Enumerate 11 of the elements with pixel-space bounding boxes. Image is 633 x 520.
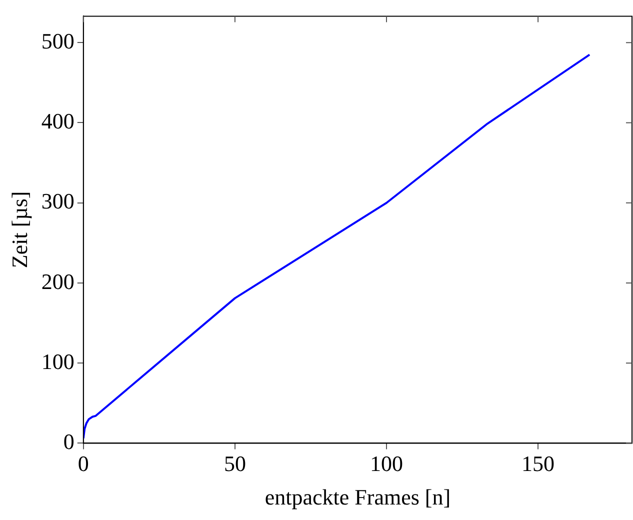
y-tick-label: 300 [41,188,74,214]
x-axis-title: entpackte Frames [n] [264,484,451,510]
y-tick-label: 500 [41,28,74,54]
x-tick-label: 50 [224,451,246,476]
x-tick-label: 100 [370,451,403,476]
y-tick-label: 200 [41,268,74,294]
x-tick-label: 150 [522,451,555,476]
y-tick-label: 0 [63,428,74,454]
y-tick-label: 100 [41,348,74,374]
y-tick-label: 400 [41,108,74,134]
y-axis-title: Zeit [µs] [6,191,32,268]
